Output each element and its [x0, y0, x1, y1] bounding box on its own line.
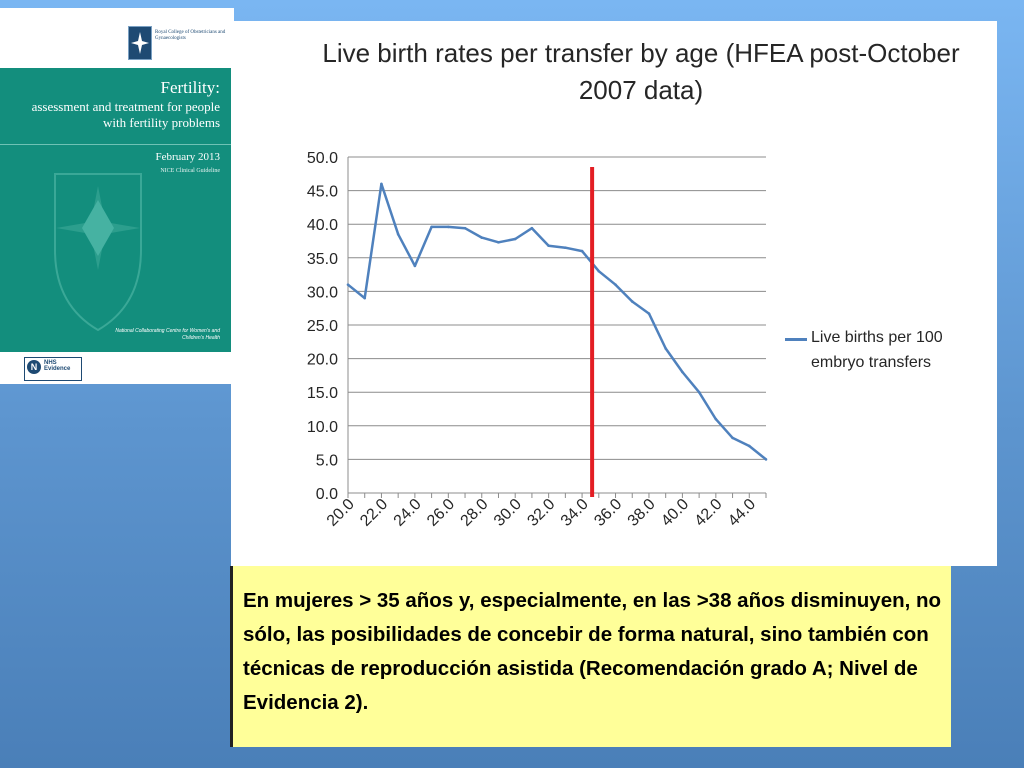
data-point: [497, 241, 500, 244]
crest-icon: [128, 26, 152, 60]
y-tick-label: 30.0: [307, 284, 338, 301]
y-tick-label: 45.0: [307, 184, 338, 201]
data-point: [564, 246, 567, 250]
legend-swatch: [785, 338, 807, 341]
data-point: [647, 312, 651, 315]
data-point: [697, 390, 701, 394]
y-tick-label: 50.0: [307, 150, 338, 167]
cover-footer: N NHS Evidence: [0, 352, 234, 384]
cover-header: Royal College of Obstetricians and Gynae…: [0, 8, 234, 68]
y-tick-label: 20.0: [307, 352, 338, 369]
x-tick-label: 34.0: [558, 496, 592, 530]
data-point: [630, 300, 634, 303]
y-tick-label: 15.0: [307, 385, 338, 402]
data-point: [747, 444, 751, 448]
recommendation-note: En mujeres > 35 años y, especialmente, e…: [230, 566, 951, 747]
data-point: [447, 225, 450, 229]
data-point: [681, 370, 684, 374]
nhs-evidence-badge: N NHS Evidence: [24, 357, 82, 381]
x-tick-label: 38.0: [625, 496, 659, 530]
chart-plot: 0.0 5.0 10.0 15.0 20.0 25.0 30.0 35.0 40.0 45.0 50…: [307, 150, 768, 530]
cover-subtitle: assessment and treatment for people with…: [31, 99, 220, 130]
series-line-0: [347, 182, 767, 461]
data-point: [597, 269, 601, 273]
y-tick-label: 10.0: [307, 419, 338, 436]
data-point: [480, 236, 484, 239]
chart-panel: Live birth rates per transfer by age (HF…: [231, 21, 997, 566]
data-point: [614, 283, 617, 286]
nhs-logo-icon: N: [27, 360, 41, 374]
nhs-badge-label: NHS Evidence: [44, 360, 71, 372]
college-name: Royal College of Obstetricians and Gynae…: [155, 30, 226, 41]
data-point: [463, 226, 467, 230]
x-tick-label: 24.0: [391, 496, 425, 530]
cover-guideline-label: NICE Clinical Guideline: [160, 168, 220, 174]
y-tick-label: 5.0: [316, 452, 338, 469]
recommendation-text: En mujeres > 35 años y, especialmente, e…: [243, 589, 942, 714]
data-point: [530, 226, 534, 230]
data-point: [764, 458, 768, 461]
shield-icon: [52, 170, 144, 337]
data-point: [430, 225, 433, 229]
x-tick-label: 40.0: [658, 496, 692, 530]
data-point: [513, 237, 517, 241]
data-point: [396, 232, 400, 236]
cover-divider: [0, 144, 234, 145]
guideline-cover-image: Royal College of Obstetricians and Gynae…: [0, 8, 234, 384]
data-point: [664, 347, 667, 350]
data-point: [380, 182, 383, 186]
data-point: [731, 436, 734, 440]
chart-title: Live birth rates per transfer by age (HF…: [322, 38, 960, 105]
x-tick-label: 42.0: [692, 496, 726, 530]
y-tick-label: 40.0: [307, 217, 338, 234]
x-tick-label: 36.0: [591, 496, 625, 530]
data-point: [346, 283, 350, 286]
x-tick-label: 44.0: [725, 496, 759, 530]
cover-centre: National Collaborating Centre for Women'…: [115, 328, 220, 341]
y-tick-label: 25.0: [307, 318, 338, 335]
cover-date: February 2013: [155, 151, 220, 163]
data-point: [547, 244, 550, 248]
data-point: [413, 264, 417, 268]
x-tick-label: 30.0: [491, 496, 525, 530]
x-tick-label: 26.0: [424, 496, 458, 530]
data-point: [714, 417, 718, 421]
legend-label: Live births per 100 embryo transfers: [811, 329, 943, 371]
x-tick-label: 22.0: [357, 496, 391, 530]
y-tick-label: 35.0: [307, 251, 338, 268]
cover-title: Fertility:: [160, 78, 221, 97]
data-point: [363, 296, 367, 300]
x-tick-label: 32.0: [524, 496, 558, 530]
data-point: [580, 249, 584, 253]
x-tick-label: 28.0: [458, 496, 492, 530]
y-tick-label: 0.0: [316, 486, 338, 503]
